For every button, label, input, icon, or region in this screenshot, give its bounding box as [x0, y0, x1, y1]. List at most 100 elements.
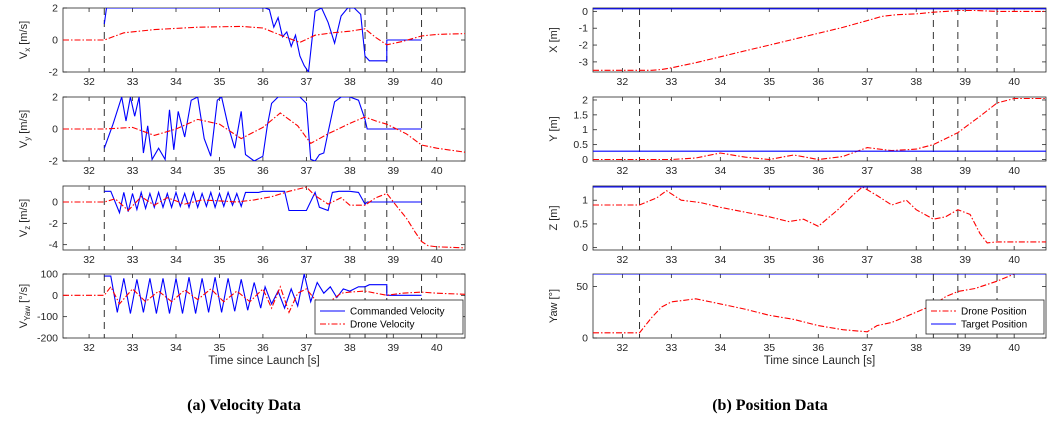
x-tick-label: 40 [1008, 342, 1020, 354]
x-tick-label: 34 [170, 254, 182, 266]
y-axis-label: Y [m] [548, 116, 560, 141]
y-tick-label: 0 [52, 124, 58, 136]
x-tick-label: 39 [959, 342, 971, 354]
x-tick-label: 38 [910, 254, 922, 266]
x-tick-label: 34 [170, 342, 182, 354]
x-tick-label: 36 [812, 76, 824, 88]
x-tick-label: 40 [431, 76, 443, 88]
y-axis-label: Vx [m/s] [18, 21, 32, 59]
x-tick-label: 38 [344, 165, 356, 177]
x-tick-label: 38 [344, 76, 356, 88]
series-drone-position [593, 97, 1046, 161]
y-tick-label: 0 [52, 290, 58, 302]
x-tick-label: 35 [214, 165, 226, 177]
x-tick-label: 33 [666, 76, 678, 88]
x-tick-label: 32 [617, 165, 629, 177]
x-tick-label: 33 [127, 76, 139, 88]
x-tick-label: 34 [714, 254, 726, 266]
x-tick-label: 32 [83, 165, 95, 177]
x-tick-label: 39 [959, 76, 971, 88]
y-tick-label: -100 [37, 311, 58, 323]
x-tick-label: 40 [431, 254, 443, 266]
x-tick-label: 33 [127, 254, 139, 266]
x-tick-label: 35 [214, 254, 226, 266]
x-tick-label: 32 [617, 76, 629, 88]
x-tick-label: 32 [617, 342, 629, 354]
x-tick-label: 37 [301, 165, 313, 177]
x-tick-label: 35 [763, 76, 775, 88]
y-axis-label: VYaw [°/s] [18, 284, 32, 328]
x-tick-label: 34 [170, 76, 182, 88]
x-tick-label: 35 [763, 254, 775, 266]
y-tick-label: -3 [579, 56, 588, 68]
x-tick-label: 38 [910, 342, 922, 354]
y-tick-label: -2 [49, 156, 58, 168]
chart-vx: 32 33 34 35 36 37 38 39 40 -2 0 2 Vx [m/s] [18, 3, 466, 88]
plots-layer: 32 33 34 35 36 37 38 39 40 -2 0 2 Vx [m/s] 32 33 34 35 36… [18, 3, 1047, 367]
y-tick-label: 0 [52, 197, 58, 209]
x-tick-label: 39 [387, 342, 399, 354]
x-tick-label: 39 [959, 254, 971, 266]
chart-vz: 32 33 34 35 36 37 38 39 40 -4 -2 0 Vz [m/s] [18, 185, 466, 266]
legend-entry: Target Position [961, 320, 1027, 331]
x-tick-label: 32 [83, 254, 95, 266]
x-tick-label: 32 [83, 342, 95, 354]
x-tick-label: 36 [812, 342, 824, 354]
x-tick-label: 36 [812, 254, 824, 266]
x-tick-label: 36 [257, 165, 269, 177]
series-drone-velocity [63, 25, 465, 46]
y-axis-label: Vz [m/s] [18, 199, 32, 237]
x-tick-label: 40 [431, 165, 443, 177]
x-tick-label: 37 [861, 76, 873, 88]
y-axis-label: Vy [m/s] [18, 110, 32, 148]
caption-velocity: (a) Velocity Data [187, 397, 301, 414]
x-tick-label: 40 [1008, 254, 1020, 266]
x-tick-label: 35 [214, 76, 226, 88]
y-tick-label: 0.5 [573, 139, 588, 151]
x-tick-label: 38 [910, 165, 922, 177]
x-tick-label: 40 [1008, 165, 1020, 177]
y-tick-label: 50 [576, 281, 588, 293]
y-tick-label: 0 [582, 6, 588, 18]
chart-yaw: 32 33 34 35 36 37 38 39 40 0 50 Yaw [°] Time since L… [548, 273, 1047, 367]
x-tick-label: 35 [763, 342, 775, 354]
y-tick-label: 100 [40, 269, 58, 281]
legend-entry: Drone Velocity [350, 320, 414, 331]
legend: Drone Position Target Position [925, 299, 1045, 335]
x-tick-label: 34 [714, 342, 726, 354]
x-tick-label: 36 [257, 254, 269, 266]
x-tick-label: 33 [127, 342, 139, 354]
y-tick-label: 2 [52, 92, 58, 104]
x-tick-label: 40 [1008, 76, 1020, 88]
legend-box [925, 299, 1045, 335]
x-tick-label: 39 [387, 254, 399, 266]
y-tick-label: 1 [582, 124, 588, 136]
plot-frame [62, 185, 466, 251]
x-tick-label: 38 [910, 76, 922, 88]
y-tick-label: -4 [49, 239, 58, 251]
x-tick-label: 40 [431, 342, 443, 354]
y-axis-label: Yaw [°] [548, 289, 560, 323]
y-tick-label: 2 [582, 94, 588, 106]
x-tick-label: 36 [257, 342, 269, 354]
plot-frame [592, 96, 1047, 162]
x-tick-label: 35 [763, 165, 775, 177]
x-axis-label: Time since Launch [s] [764, 355, 875, 367]
chart-y: 32 33 34 35 36 37 38 39 40 0 0.5 1 1.5 2 Y [m] [548, 94, 1047, 177]
y-tick-label: 0 [582, 154, 588, 166]
series-commanded-velocity [104, 190, 422, 215]
x-tick-label: 33 [666, 342, 678, 354]
x-tick-label: 38 [344, 254, 356, 266]
x-tick-label: 39 [387, 165, 399, 177]
x-tick-label: 39 [387, 76, 399, 88]
y-tick-label: -1 [579, 23, 588, 35]
x-tick-label: 34 [714, 76, 726, 88]
x-tick-label: 33 [666, 165, 678, 177]
y-tick-label: -2 [49, 67, 58, 79]
y-axis-label: Z [m] [548, 205, 560, 230]
chart-vyaw: 32 33 34 35 36 37 38 39 40 -200 -100 0 100 VYaw [°/s]… [18, 269, 466, 367]
x-tick-label: 37 [861, 254, 873, 266]
legend-box [314, 299, 464, 335]
y-tick-label: 0 [582, 242, 588, 254]
